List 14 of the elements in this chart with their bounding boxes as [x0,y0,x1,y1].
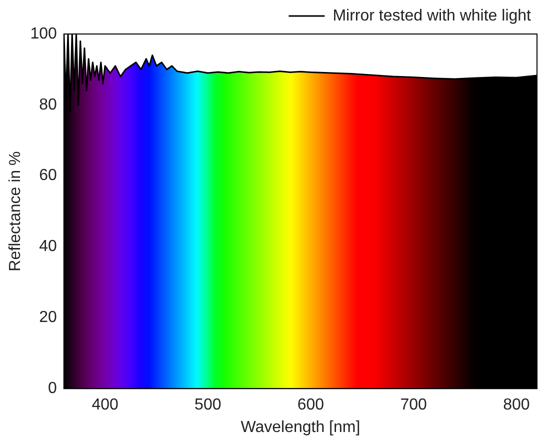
y-tick-label: 100 [30,25,57,42]
y-tick-label: 40 [39,238,57,256]
y-axis-title: Reflectance in % [7,151,24,272]
x-tick-label: 700 [400,396,428,414]
y-tick-label: 20 [39,309,57,326]
legend-label: Mirror tested with white light [332,7,532,24]
y-tick-label: 60 [39,167,57,184]
x-tick-label: 800 [503,396,530,414]
x-tick-label: 400 [92,396,118,414]
x-tick-label: 500 [194,396,222,414]
y-tick-label: 0 [48,380,57,398]
x-tick-label: 600 [297,396,324,414]
x-axis-title: Wavelength [nm] [240,418,360,436]
y-tick-label: 80 [39,96,57,114]
